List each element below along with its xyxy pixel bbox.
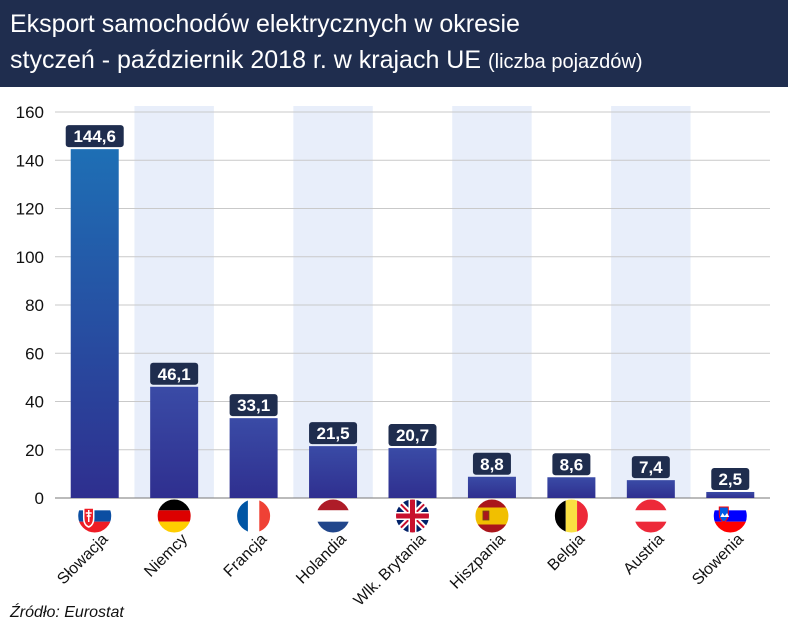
column-stripe [611,106,691,498]
x-tick-label: Niemcy [141,531,191,581]
flag-slovenia-icon [712,498,748,534]
flag-slovakia-icon [77,498,113,534]
data-label: 8,8 [480,455,504,474]
bar [626,480,675,498]
x-tick-label: Słowenia [689,531,747,589]
flag-france-icon [236,498,272,534]
bar [547,477,596,498]
data-label-bg [150,362,199,385]
data-label-bg [472,452,511,475]
y-tick-label: 40 [25,393,44,412]
flag-uk-icon [395,498,430,534]
y-tick-label: 160 [16,103,44,122]
data-label-bg [552,453,591,476]
chart-title: Eksport samochodów elektrycznych w okres… [10,6,780,80]
y-tick-label: 120 [16,200,44,219]
x-tick-label: Belgia [545,531,589,575]
flag-germany-icon [156,498,192,534]
chart-title-line2: styczeń - październik 2018 r. w krajach … [10,42,780,80]
y-tick-label: 0 [35,489,44,508]
data-label: 21,5 [317,424,350,443]
data-label: 33,1 [237,396,270,415]
flag-belgium-icon [553,498,589,534]
bar [388,448,437,498]
chart-title-line1: Eksport samochodów elektrycznych w okres… [10,10,520,38]
flag-netherlands-icon [315,498,351,534]
x-tick-label: Słowacja [54,531,111,588]
y-tick-label: 80 [25,296,44,315]
bar [706,491,755,498]
source-note: Źródło: Eurostat [10,604,124,621]
bar [467,476,516,498]
data-label-bg [229,394,278,417]
y-tick-label: 20 [25,441,44,460]
bar [150,386,199,498]
flag-spain-icon [474,498,510,534]
data-label-bg [65,125,124,148]
data-label: 20,7 [396,426,429,445]
x-tick-label: Wlk. Brytania [351,531,430,610]
chart-title-line2-main: styczeń - październik 2018 r. w krajach … [10,46,482,74]
data-label: 144,6 [73,127,116,146]
data-label: 2,5 [718,470,742,489]
bar [70,149,119,498]
data-label-bg [388,424,437,447]
x-tick-label: Hiszpania [447,531,509,593]
chart-header: Eksport samochodów elektrycznych w okres… [0,0,788,87]
y-tick-label: 60 [25,344,44,363]
chart-title-unit: (liczba pojazdów) [488,51,643,73]
data-label: 7,4 [639,458,663,477]
data-label-bg [309,422,358,445]
y-tick-label: 100 [16,248,44,267]
x-tick-label: Francja [221,531,271,581]
y-tick-label: 140 [16,151,44,170]
x-tick-label: Austria [620,531,667,578]
data-label-bg [711,467,750,490]
x-tick-label: Holandia [293,531,350,588]
bar [309,446,358,498]
column-stripe [452,106,532,498]
data-label: 46,1 [158,365,191,384]
bar [229,418,278,498]
data-label: 8,6 [560,455,584,474]
data-label-bg [631,456,670,479]
flag-austria-icon [633,498,669,534]
